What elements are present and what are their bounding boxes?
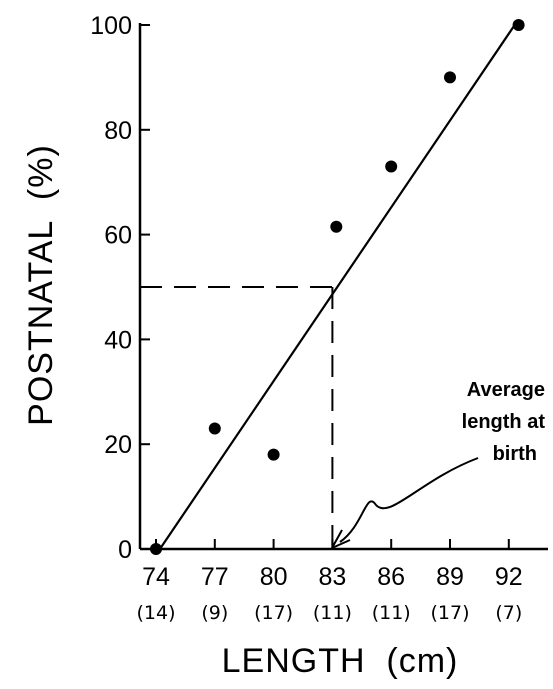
x-tick-count: (7) <box>495 602 522 624</box>
x-tick-label: 77 <box>201 563 229 591</box>
x-tick-count: (17) <box>254 602 293 624</box>
y-axis-title: POSTNATAL (%) <box>22 144 60 426</box>
y-tick-label: 60 <box>104 222 132 250</box>
data-point <box>385 160 398 173</box>
x-tick-count: (11) <box>313 602 352 624</box>
fit-line-group <box>159 24 516 550</box>
x-tick-label: 89 <box>436 563 464 591</box>
annotation-line-1: Average <box>467 379 545 401</box>
x-tick-label: 86 <box>377 563 405 591</box>
y-tick-labels: 0 20 40 60 80 100 <box>90 12 132 564</box>
data-point <box>267 448 280 461</box>
annotation-line-3: birth <box>493 443 537 465</box>
x-tick-label: 83 <box>318 563 346 591</box>
data-point <box>208 422 221 435</box>
annotation-arrow <box>339 457 479 543</box>
data-point <box>512 19 525 31</box>
y-tick-label: 20 <box>104 431 132 459</box>
x-axis-title: LENGTH (cm) <box>222 642 459 680</box>
x-tick-count: (11) <box>372 602 411 624</box>
y-tick-label: 40 <box>104 326 132 354</box>
annotation: Average length at birth <box>331 379 546 549</box>
annotation-arrowhead <box>331 529 351 549</box>
data-point <box>444 71 456 84</box>
x-tick-count: (17) <box>430 602 469 624</box>
x-tick-label: 80 <box>260 563 288 591</box>
x-tick-label: 74 <box>142 563 170 591</box>
x-tick-labels: 74 (14) 77 (9) 80 (17) 83 (11) 86 (11) 89 (17) 92 (7) <box>136 563 522 624</box>
data-point <box>330 220 343 233</box>
y-tick-label: 100 <box>90 12 132 40</box>
data-points <box>150 19 525 555</box>
reference-lines <box>140 286 334 549</box>
x-tick-count: (14) <box>136 602 175 624</box>
y-tick-label: 80 <box>104 117 132 145</box>
annotation-line-2: length at <box>462 411 546 433</box>
y-tick-label: 0 <box>118 536 132 564</box>
data-point <box>150 543 162 555</box>
x-tick-count: (9) <box>201 602 228 624</box>
x-tick-label: 92 <box>495 563 523 591</box>
fit-line <box>159 24 516 550</box>
axes <box>138 23 548 551</box>
